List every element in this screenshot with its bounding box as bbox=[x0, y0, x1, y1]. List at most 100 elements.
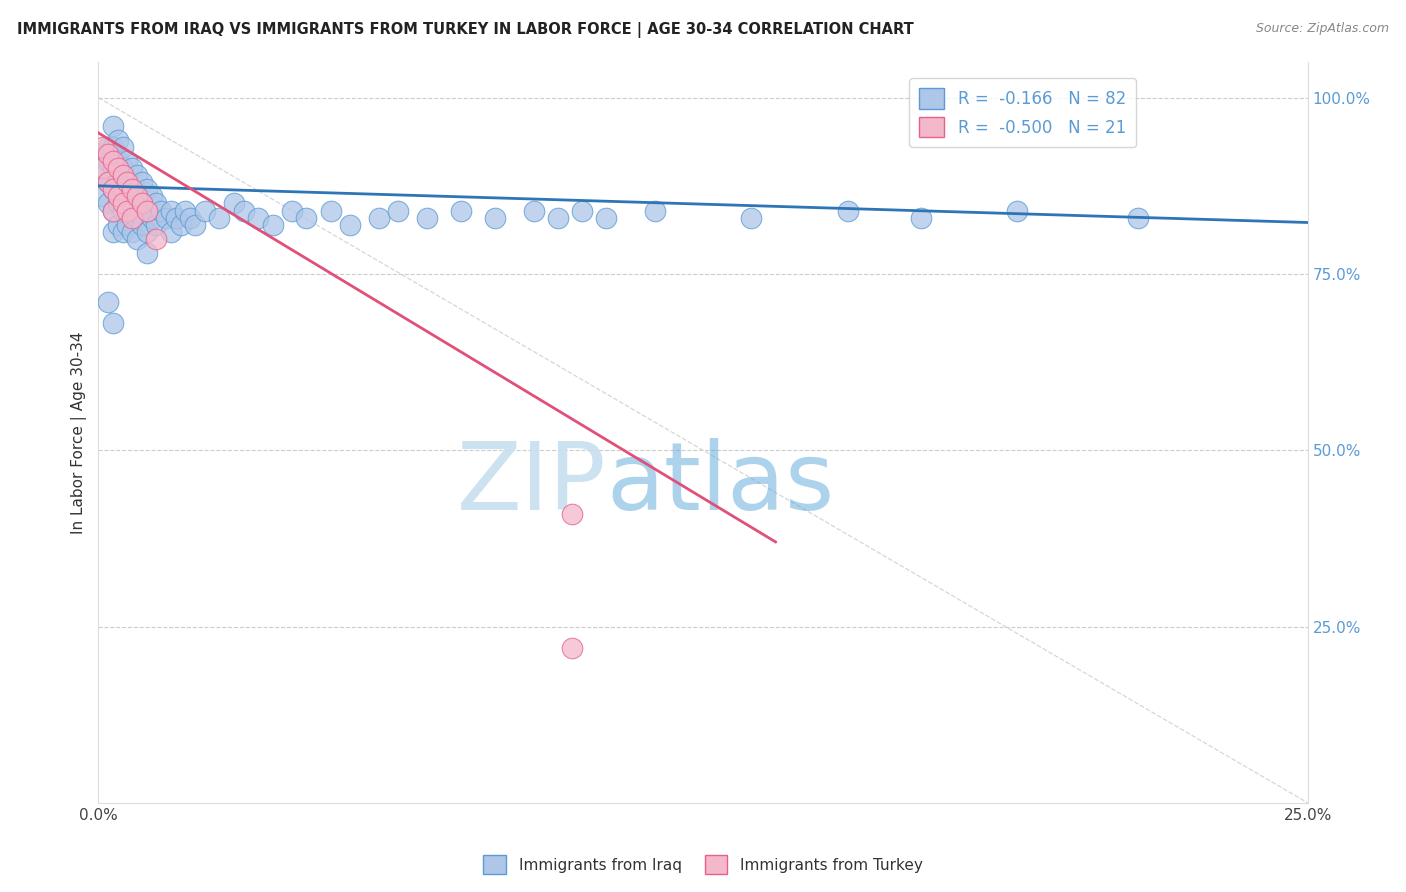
Point bbox=[141, 189, 163, 203]
Point bbox=[107, 189, 129, 203]
Point bbox=[135, 203, 157, 218]
Point bbox=[111, 203, 134, 218]
Point bbox=[131, 196, 153, 211]
Point bbox=[561, 507, 583, 521]
Point bbox=[111, 140, 134, 154]
Point bbox=[184, 218, 207, 232]
Point bbox=[561, 640, 583, 655]
Legend: R =  -0.166   N = 82, R =  -0.500   N = 21: R = -0.166 N = 82, R = -0.500 N = 21 bbox=[910, 78, 1136, 147]
Point bbox=[127, 189, 149, 203]
Point bbox=[160, 225, 183, 239]
Point bbox=[121, 182, 143, 196]
Text: Source: ZipAtlas.com: Source: ZipAtlas.com bbox=[1256, 22, 1389, 36]
Point bbox=[131, 175, 153, 189]
Point bbox=[319, 203, 342, 218]
Point bbox=[910, 211, 932, 225]
Point bbox=[121, 182, 143, 196]
Point bbox=[97, 196, 120, 211]
Point bbox=[127, 189, 149, 203]
Point bbox=[111, 196, 134, 211]
Point bbox=[169, 218, 191, 232]
Point bbox=[117, 203, 139, 218]
Point bbox=[281, 203, 304, 218]
Point bbox=[127, 232, 149, 246]
Point bbox=[145, 232, 167, 246]
Point bbox=[571, 203, 593, 218]
Point bbox=[91, 140, 114, 154]
Point bbox=[247, 211, 270, 225]
Point bbox=[160, 203, 183, 218]
Point bbox=[97, 175, 120, 189]
Point bbox=[523, 203, 546, 218]
Point bbox=[145, 218, 167, 232]
Point bbox=[101, 140, 124, 154]
Point bbox=[127, 211, 149, 225]
Point bbox=[262, 218, 284, 232]
Point bbox=[101, 316, 124, 330]
Point bbox=[107, 218, 129, 232]
Point bbox=[91, 147, 114, 161]
Legend: Immigrants from Iraq, Immigrants from Turkey: Immigrants from Iraq, Immigrants from Tu… bbox=[478, 849, 928, 880]
Point bbox=[135, 203, 157, 218]
Point bbox=[121, 203, 143, 218]
Point bbox=[165, 211, 187, 225]
Y-axis label: In Labor Force | Age 30-34: In Labor Force | Age 30-34 bbox=[72, 331, 87, 534]
Point bbox=[97, 295, 120, 310]
Text: atlas: atlas bbox=[606, 439, 835, 531]
Point bbox=[174, 203, 197, 218]
Point bbox=[101, 161, 124, 176]
Point bbox=[131, 196, 153, 211]
Point bbox=[194, 203, 217, 218]
Point bbox=[121, 211, 143, 225]
Point bbox=[117, 154, 139, 169]
Point bbox=[97, 175, 120, 189]
Point bbox=[117, 218, 139, 232]
Point bbox=[107, 161, 129, 176]
Point bbox=[111, 168, 134, 182]
Point bbox=[91, 168, 114, 182]
Point bbox=[232, 203, 254, 218]
Point bbox=[368, 211, 391, 225]
Point bbox=[97, 140, 120, 154]
Point bbox=[150, 203, 173, 218]
Point bbox=[208, 211, 231, 225]
Point bbox=[101, 119, 124, 133]
Point bbox=[121, 161, 143, 176]
Point bbox=[145, 196, 167, 211]
Point bbox=[97, 147, 120, 161]
Point bbox=[117, 175, 139, 189]
Point bbox=[450, 203, 472, 218]
Point bbox=[179, 211, 201, 225]
Point bbox=[1128, 211, 1150, 225]
Point bbox=[644, 203, 666, 218]
Point bbox=[387, 203, 409, 218]
Point bbox=[484, 211, 506, 225]
Point bbox=[121, 225, 143, 239]
Point bbox=[107, 175, 129, 189]
Point bbox=[107, 196, 129, 211]
Point bbox=[131, 218, 153, 232]
Point bbox=[101, 182, 124, 196]
Point bbox=[101, 225, 124, 239]
Point bbox=[91, 189, 114, 203]
Point bbox=[101, 182, 124, 196]
Point bbox=[107, 154, 129, 169]
Point bbox=[155, 211, 177, 225]
Point bbox=[135, 182, 157, 196]
Point bbox=[339, 218, 361, 232]
Point bbox=[135, 245, 157, 260]
Point bbox=[595, 211, 617, 225]
Point bbox=[91, 161, 114, 176]
Point bbox=[141, 211, 163, 225]
Point bbox=[101, 203, 124, 218]
Point bbox=[111, 161, 134, 176]
Point bbox=[111, 182, 134, 196]
Point bbox=[107, 133, 129, 147]
Point bbox=[135, 225, 157, 239]
Point bbox=[740, 211, 762, 225]
Point bbox=[117, 175, 139, 189]
Point bbox=[101, 154, 124, 169]
Point bbox=[127, 168, 149, 182]
Point bbox=[1007, 203, 1029, 218]
Point bbox=[295, 211, 318, 225]
